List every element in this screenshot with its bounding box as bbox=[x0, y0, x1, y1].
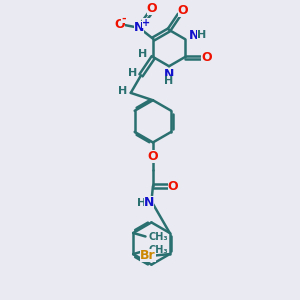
Text: H: H bbox=[118, 85, 127, 96]
Text: O: O bbox=[114, 18, 124, 32]
Text: Br: Br bbox=[140, 249, 156, 262]
Text: +: + bbox=[142, 18, 150, 28]
Text: H: H bbox=[138, 49, 148, 59]
Text: -: - bbox=[121, 14, 126, 23]
Text: O: O bbox=[148, 150, 158, 163]
Text: CH₃: CH₃ bbox=[148, 232, 168, 242]
Text: N: N bbox=[164, 68, 174, 81]
Text: N: N bbox=[144, 196, 154, 209]
Text: O: O bbox=[167, 180, 178, 193]
Text: O: O bbox=[146, 2, 157, 15]
Text: H: H bbox=[128, 68, 137, 78]
Text: N: N bbox=[134, 21, 144, 34]
Text: O: O bbox=[178, 4, 188, 17]
Text: H: H bbox=[164, 76, 174, 86]
Text: N: N bbox=[189, 29, 199, 42]
Text: CH₃: CH₃ bbox=[148, 245, 168, 255]
Text: O: O bbox=[201, 51, 212, 64]
Text: H: H bbox=[197, 30, 206, 40]
Text: H: H bbox=[137, 198, 147, 208]
